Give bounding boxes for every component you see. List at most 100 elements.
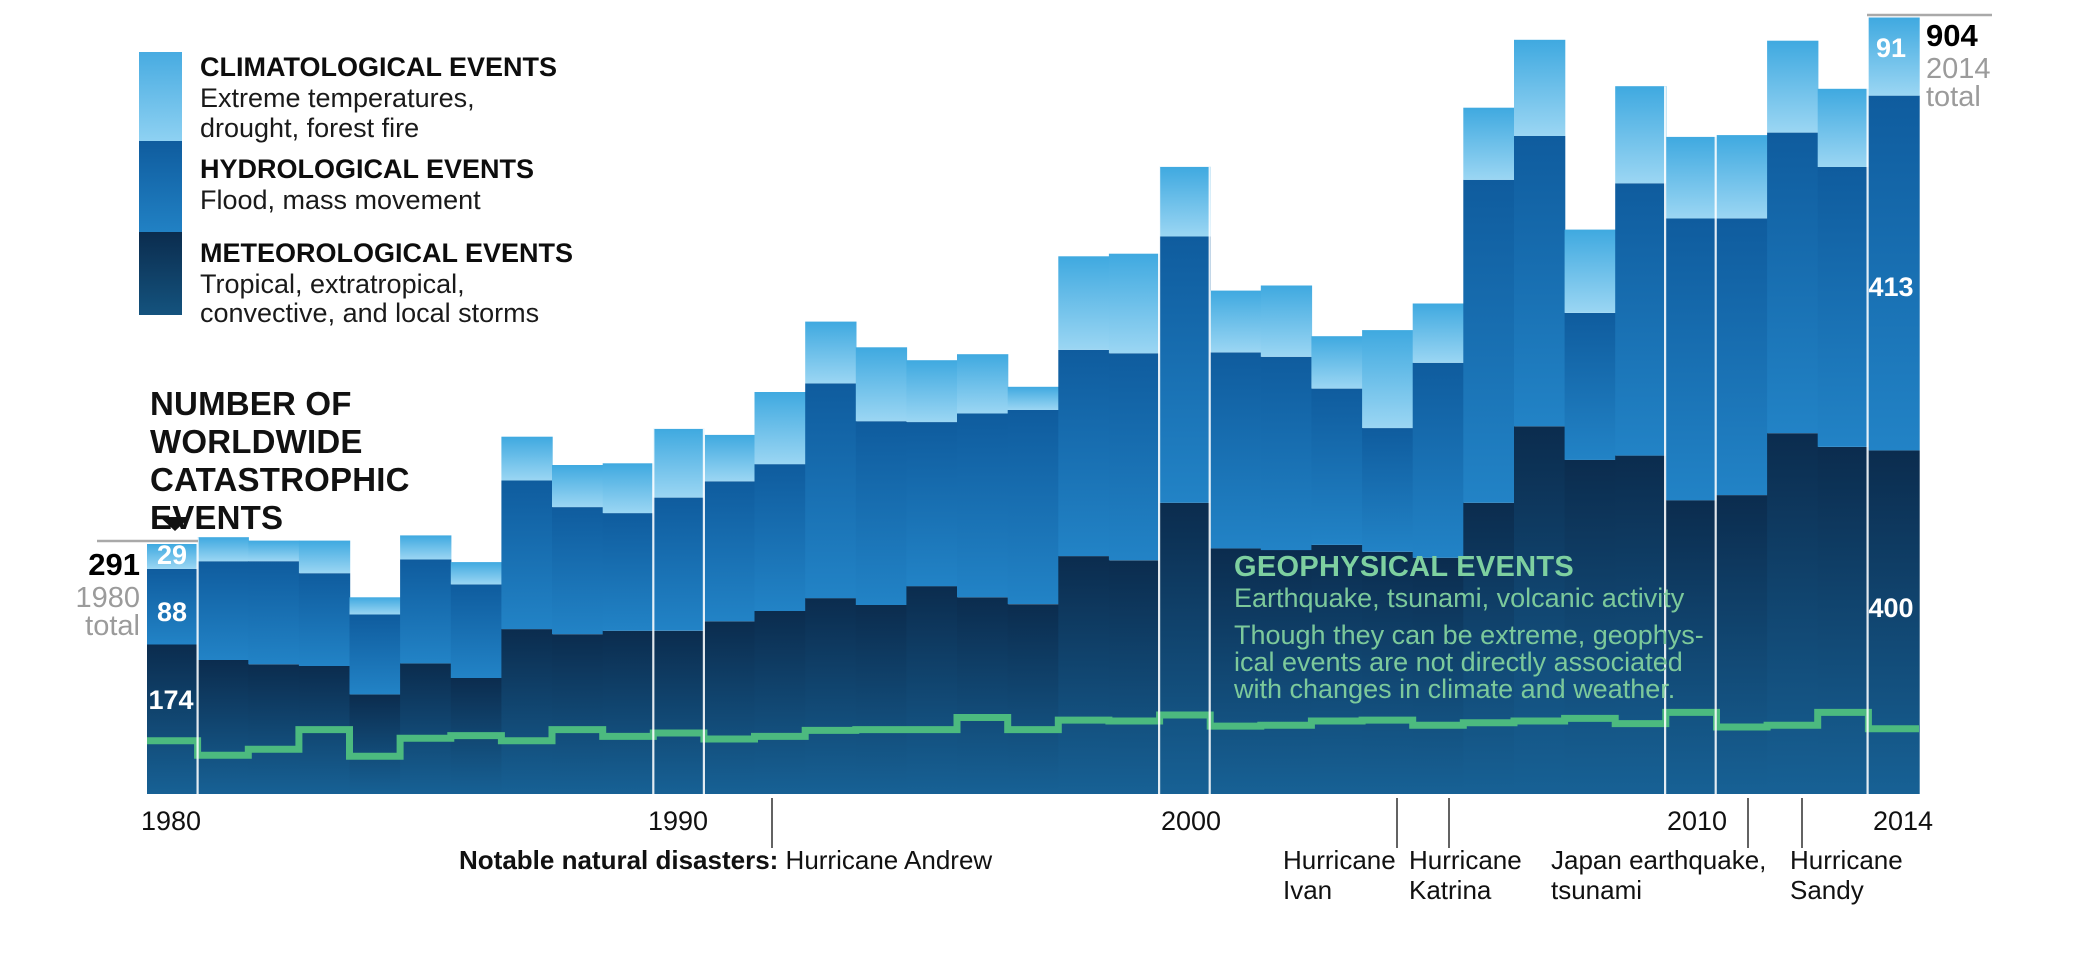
bar-1998-meteorological-events: [1058, 556, 1110, 794]
bar-1987-hydrological-events: [501, 480, 553, 630]
bar-1998-hydrological-events: [1058, 349, 1110, 557]
bar-2006-meteorological-events: [1463, 502, 1515, 794]
bar-1999-meteorological-events: [1108, 560, 1161, 794]
bar-1993-climatological-events: [805, 321, 857, 384]
x-axis-year-label: 2000: [1161, 806, 1221, 836]
bar-1997-hydrological-events: [1007, 410, 1059, 605]
bar-1982-hydrological-events: [248, 561, 300, 665]
bar-1997-climatological-events: [1007, 386, 1059, 410]
notable-hurricane-andrew: Hurricane Andrew: [778, 845, 993, 875]
bar-value-label: 413: [1868, 272, 1913, 302]
x-axis-year-label: 2010: [1667, 806, 1727, 836]
bar-2001-hydrological-events: [1210, 352, 1262, 549]
bar-1985-climatological-events: [400, 535, 452, 560]
bar-2001-meteorological-events: [1210, 548, 1262, 794]
bar-2010-climatological-events: [1665, 136, 1718, 219]
bar-2012-meteorological-events: [1767, 433, 1819, 794]
bar-2002-climatological-events: [1260, 285, 1313, 357]
bar-2007-climatological-events: [1514, 39, 1566, 136]
bar-1992-hydrological-events: [754, 464, 806, 611]
legend-meteorological-desc: Tropical, extratropical,: [200, 269, 465, 299]
bar-1984-climatological-events: [349, 597, 401, 615]
bar-2011-meteorological-events: [1716, 495, 1768, 794]
bar-1993-hydrological-events: [805, 383, 857, 599]
bar-1990-climatological-events: [653, 428, 705, 498]
bar-2000-meteorological-events: [1159, 502, 1211, 794]
bar-2009-hydrological-events: [1615, 183, 1667, 456]
bar-1996-meteorological-events: [957, 597, 1009, 794]
bar-2003-climatological-events: [1311, 336, 1363, 389]
axis-title-line: NUMBER OF: [150, 385, 352, 422]
bar-value-label: 29: [157, 540, 187, 570]
bar-1985-hydrological-events: [400, 559, 452, 664]
bar-1989-meteorological-events: [602, 630, 654, 794]
bar-1983-climatological-events: [298, 540, 351, 574]
bar-2007-meteorological-events: [1514, 426, 1566, 794]
bar-1984-hydrological-events: [349, 614, 401, 695]
bar-2011-climatological-events: [1716, 135, 1768, 219]
bar-1996-climatological-events: [957, 354, 1009, 414]
bar-2007-hydrological-events: [1514, 136, 1566, 427]
total-2014-year: 2014: [1926, 53, 1991, 85]
bar-1981-hydrological-events: [197, 561, 249, 660]
bar-1995-hydrological-events: [906, 422, 958, 587]
bar-value-label: 88: [157, 597, 187, 627]
bar-2006-climatological-events: [1463, 107, 1515, 180]
bar-1998-climatological-events: [1058, 256, 1110, 350]
legend-meteorological-desc: convective, and local storms: [200, 298, 540, 328]
total-2014-word: total: [1926, 81, 1981, 113]
bar-2005-meteorological-events: [1412, 557, 1464, 794]
bar-1981-meteorological-events: [197, 660, 249, 794]
bar-2009-meteorological-events: [1615, 455, 1667, 794]
meteorological-swatch: [139, 232, 182, 315]
legend-meteorological-title: METEOROLOGICAL EVENTS: [200, 238, 574, 268]
notable-label-hurricane-katrina: Katrina: [1409, 875, 1492, 905]
bar-1989-hydrological-events: [602, 513, 654, 631]
bar-2003-meteorological-events: [1311, 544, 1363, 794]
bar-1991-hydrological-events: [703, 481, 756, 622]
bar-2008-climatological-events: [1564, 229, 1616, 313]
bar-2001-climatological-events: [1210, 290, 1262, 353]
bar-1999-climatological-events: [1108, 253, 1161, 354]
bar-2000-hydrological-events: [1159, 236, 1211, 503]
bar-2010-hydrological-events: [1665, 218, 1718, 501]
axis-title-line: CATASTROPHIC: [150, 461, 410, 498]
legend-hydrological-desc: Flood, mass movement: [200, 185, 481, 215]
bar-1990-meteorological-events: [653, 630, 705, 794]
bar-1995-climatological-events: [906, 360, 958, 422]
notable-label-hurricane-ivan: Ivan: [1283, 875, 1333, 905]
notable-label-hurricane-sandy: Sandy: [1790, 875, 1864, 905]
notable-label-japanearthquake-tsunami: Japan earthquake,: [1551, 845, 1767, 875]
bar-1993-meteorological-events: [805, 598, 857, 794]
bar-2013-hydrological-events: [1817, 166, 1869, 447]
bar-2009-climatological-events: [1615, 86, 1667, 184]
notable-disasters-label: Notable natural disasters:: [459, 845, 779, 875]
bar-1988-hydrological-events: [552, 507, 604, 635]
bar-1980-climatological-events: [147, 544, 199, 569]
bar-2002-hydrological-events: [1260, 356, 1313, 551]
geophysical-line: [147, 708, 1919, 760]
geophysical-body-line: Though they can be extreme, geophys-: [1234, 620, 1704, 650]
bar-1987-climatological-events: [501, 436, 553, 481]
total-2014-value: 904: [1926, 18, 1978, 53]
bar-value-label: 91: [1876, 33, 1906, 63]
x-axis-year-label: 2014: [1873, 806, 1933, 836]
bar-2014-meteorological-events: [1868, 450, 1920, 794]
bar-1982-meteorological-events: [248, 664, 300, 794]
bar-2000-climatological-events: [1159, 166, 1211, 237]
bar-1996-hydrological-events: [957, 413, 1009, 598]
axis-title-line: EVENTS: [150, 499, 284, 536]
x-axis-year-label: 1980: [141, 806, 201, 836]
bar-2005-hydrological-events: [1412, 362, 1464, 558]
bar-2003-hydrological-events: [1311, 388, 1363, 545]
bar-2014-climatological-events: [1868, 17, 1920, 96]
bar-2004-climatological-events: [1362, 330, 1414, 428]
notable-disasters-lead: Notable natural disasters: Hurricane And…: [459, 845, 992, 875]
bar-1991-meteorological-events: [703, 621, 756, 794]
bar-2004-meteorological-events: [1362, 551, 1414, 794]
bar-2008-meteorological-events: [1564, 459, 1616, 794]
bar-1991-climatological-events: [703, 434, 756, 482]
total-1980-value: 291: [88, 547, 140, 582]
bar-1994-hydrological-events: [855, 421, 908, 605]
